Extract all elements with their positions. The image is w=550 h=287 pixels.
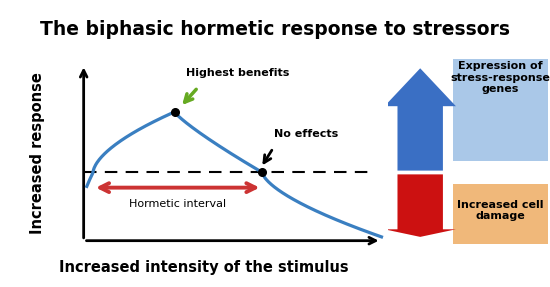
FancyBboxPatch shape [453, 0, 548, 161]
Text: Hormetic interval: Hormetic interval [129, 199, 226, 209]
Polygon shape [384, 174, 456, 237]
Text: Highest benefits: Highest benefits [185, 68, 289, 78]
Text: Increased response: Increased response [30, 73, 45, 234]
Polygon shape [384, 68, 456, 170]
Text: No effects: No effects [274, 129, 338, 139]
Text: Expression of
stress-response
genes: Expression of stress-response genes [450, 61, 550, 94]
Text: The biphasic hormetic response to stressors: The biphasic hormetic response to stress… [40, 20, 510, 39]
Text: Increased intensity of the stimulus: Increased intensity of the stimulus [59, 260, 348, 275]
FancyBboxPatch shape [453, 184, 548, 245]
Text: Increased cell
damage: Increased cell damage [457, 199, 544, 221]
